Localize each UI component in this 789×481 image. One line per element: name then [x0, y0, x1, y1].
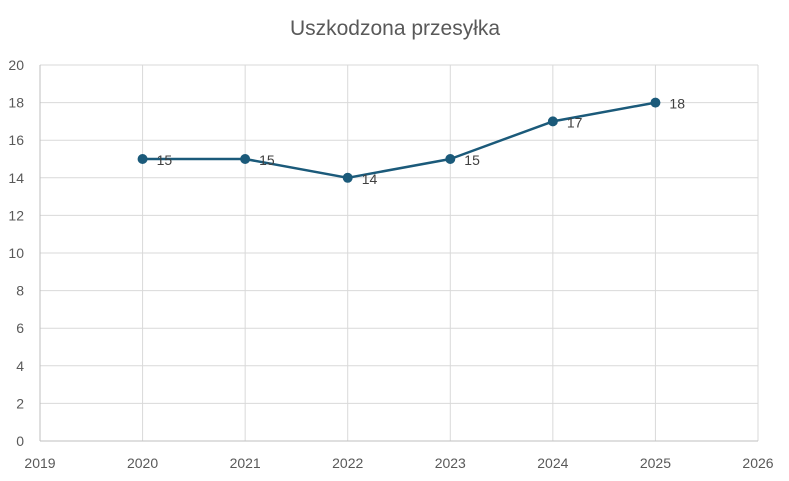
- x-tick-label: 2025: [640, 455, 671, 471]
- data-label: 17: [567, 114, 583, 130]
- data-point: [547, 116, 558, 127]
- x-tick-label: 2026: [742, 455, 773, 471]
- x-tick-label: 2024: [537, 455, 568, 471]
- data-point: [240, 154, 251, 164]
- data-label: 15: [259, 152, 275, 168]
- y-tick-label: 6: [16, 320, 24, 336]
- x-tick-label: 2023: [435, 455, 466, 471]
- axis-layer: 0 2 4 6 8 10 12 14 16 18 20 2019 2020 2021 2022 2023 202…: [8, 57, 773, 471]
- x-tick-label: 2020: [127, 455, 158, 471]
- data-point: [445, 154, 456, 164]
- data-label: 15: [464, 152, 480, 168]
- data-point: [342, 172, 353, 183]
- data-label: 14: [362, 171, 378, 187]
- y-tick-label: 4: [16, 358, 24, 374]
- y-tick-label: 12: [8, 207, 24, 223]
- chart-title: Uszkodzona przesyłka: [290, 17, 500, 40]
- y-tick-label: 0: [16, 433, 24, 449]
- y-tick-label: 14: [8, 170, 24, 186]
- series-layer: [137, 97, 661, 183]
- data-point: [650, 97, 661, 108]
- y-tick-label: 18: [8, 95, 24, 111]
- x-tick-label: 2019: [24, 455, 55, 471]
- data-point: [137, 154, 148, 164]
- data-label: 15: [157, 152, 173, 168]
- y-tick-label: 10: [8, 245, 24, 261]
- series-line: [142, 101, 656, 180]
- x-tick-label: 2021: [230, 455, 261, 471]
- y-tick-label: 2: [16, 395, 24, 411]
- y-tick-label: 8: [16, 283, 24, 299]
- grid-layer: [40, 64, 759, 441]
- data-label-layer: 15 15 14 15 17 18: [157, 96, 686, 187]
- y-tick-label: 16: [8, 132, 24, 148]
- x-tick-label: 2022: [332, 455, 363, 471]
- data-label: 18: [669, 96, 685, 112]
- y-tick-label: 20: [8, 57, 24, 73]
